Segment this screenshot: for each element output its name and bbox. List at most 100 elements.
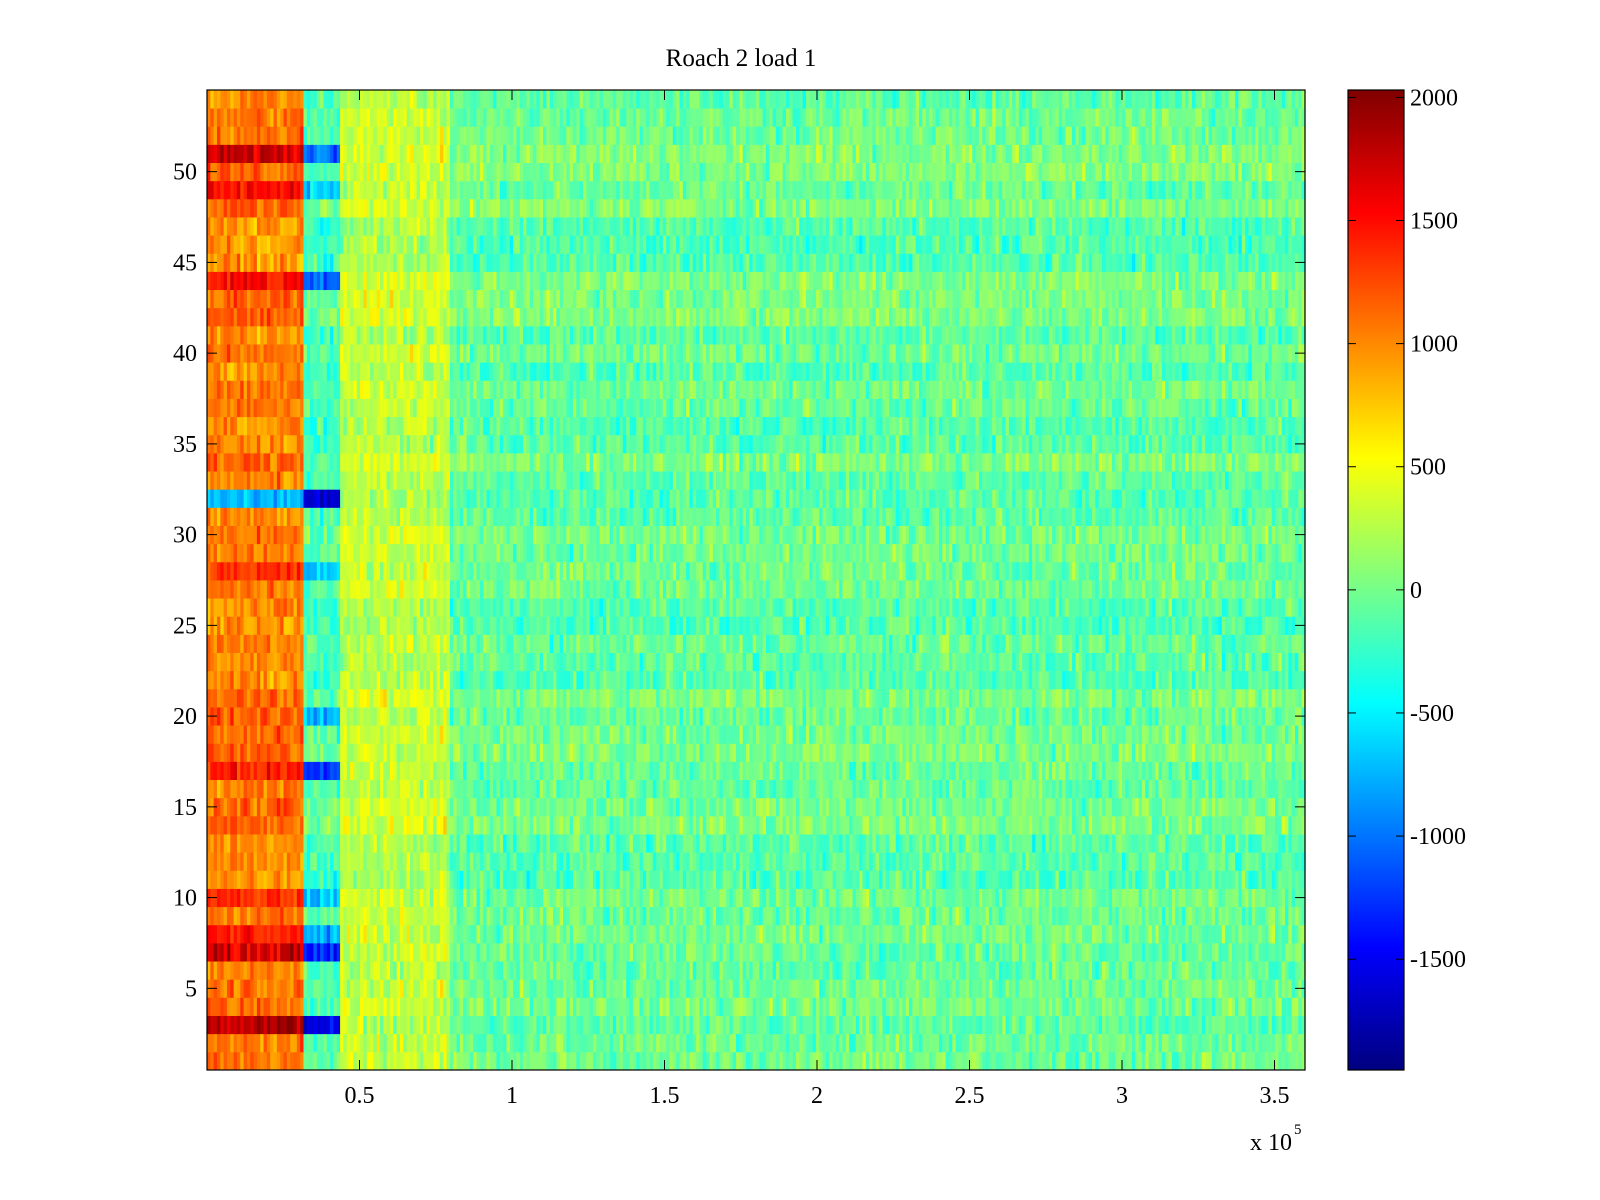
- heatmap-cell: [905, 1051, 910, 1071]
- heatmap-cell: [246, 906, 251, 926]
- heatmap-cell: [1218, 961, 1223, 980]
- heatmap-cell: [686, 961, 691, 980]
- heatmap-cell: [646, 1015, 651, 1035]
- heatmap-cell: [1068, 1033, 1073, 1053]
- heatmap-cell: [1105, 924, 1110, 944]
- heatmap-cell: [1032, 997, 1037, 1016]
- heatmap-cell: [852, 924, 857, 944]
- heatmap-cell: [1015, 997, 1020, 1016]
- heatmap-cell: [1008, 1015, 1013, 1035]
- heatmap-cell: [942, 1051, 947, 1071]
- heatmap-cell: [483, 1033, 488, 1053]
- heatmap-cell: [769, 961, 774, 980]
- heatmap-cell: [479, 1033, 484, 1053]
- heatmap-cell: [230, 906, 235, 926]
- heatmap-cell: [929, 961, 933, 980]
- heatmap-cell: [582, 1051, 587, 1071]
- heatmap-cell: [539, 1015, 544, 1035]
- heatmap-cell: [875, 961, 880, 980]
- heatmap-cell: [1168, 979, 1173, 998]
- heatmap-cell: [250, 924, 255, 944]
- heatmap-cell: [316, 906, 321, 926]
- heatmap-cell: [616, 961, 621, 980]
- heatmap-cell: [370, 924, 374, 944]
- heatmap-cell: [1085, 1015, 1090, 1035]
- heatmap-cell: [223, 1051, 228, 1071]
- heatmap-cell: [526, 1015, 531, 1035]
- heatmap-cell: [1122, 979, 1126, 998]
- heatmap-cell: [403, 961, 408, 980]
- heatmap-cell: [919, 961, 923, 980]
- heatmap-cell: [399, 906, 404, 926]
- heatmap-cell: [426, 924, 431, 944]
- heatmap-cell: [862, 961, 867, 980]
- heatmap-cell: [909, 942, 913, 962]
- heatmap-cell: [805, 906, 810, 926]
- heatmap-cell: [1218, 924, 1223, 944]
- heatmap-cell: [320, 1051, 325, 1071]
- heatmap-cell: [992, 1015, 997, 1035]
- heatmap-cell: [526, 979, 531, 998]
- heatmap-cell: [503, 906, 508, 926]
- heatmap-cell: [1125, 1033, 1130, 1053]
- heatmap-cell: [912, 961, 917, 980]
- heatmap-cell: [629, 961, 634, 980]
- heatmap-cell: [992, 1033, 997, 1053]
- heatmap-cell: [316, 924, 321, 944]
- heatmap-cell: [503, 961, 508, 980]
- heatmap-cell: [955, 924, 960, 944]
- heatmap-cell: [396, 979, 401, 998]
- heatmap-cell: [280, 1033, 285, 1053]
- heatmap-cell: [599, 942, 604, 962]
- heatmap-cell: [699, 942, 704, 962]
- heatmap-cell: [489, 1033, 494, 1053]
- heatmap-cell: [456, 1015, 461, 1035]
- heatmap-cell: [1138, 961, 1143, 980]
- heatmap-cell: [1135, 979, 1140, 998]
- heatmap-cell: [496, 979, 501, 998]
- heatmap-cell: [556, 1051, 561, 1071]
- heatmap-cell: [533, 961, 537, 980]
- heatmap-cell: [1085, 979, 1090, 998]
- heatmap-cell: [326, 942, 331, 962]
- heatmap-cell: [682, 906, 687, 926]
- heatmap-cell: [1211, 1033, 1216, 1053]
- heatmap-cell: [413, 979, 418, 998]
- heatmap-cell: [573, 1051, 577, 1071]
- heatmap-cell: [446, 906, 451, 926]
- heatmap-cell: [1002, 997, 1007, 1016]
- heatmap-cell: [506, 906, 511, 926]
- heatmap-cell: [280, 1051, 285, 1071]
- heatmap-cell: [346, 1051, 351, 1071]
- heatmap-cell: [669, 979, 674, 998]
- heatmap-cell: [1095, 924, 1100, 944]
- heatmap-cell: [1181, 997, 1186, 1016]
- heatmap-cell: [855, 1051, 860, 1071]
- heatmap-cell: [376, 906, 381, 926]
- heatmap-cell: [905, 979, 910, 998]
- heatmap-cell: [476, 924, 481, 944]
- heatmap-cell: [340, 1015, 345, 1035]
- heatmap-cell: [1238, 924, 1243, 944]
- heatmap-cell: [835, 997, 840, 1016]
- heatmap-cell: [965, 979, 970, 998]
- heatmap-cell: [1235, 1015, 1240, 1035]
- heatmap-cell: [366, 961, 371, 980]
- heatmap-cell: [592, 997, 597, 1016]
- heatmap-cell: [523, 1015, 528, 1035]
- heatmap-cell: [539, 961, 544, 980]
- heatmap-cell: [1105, 961, 1110, 980]
- heatmap-cell: [958, 924, 963, 944]
- heatmap-cell: [426, 906, 431, 926]
- heatmap-cell: [256, 997, 261, 1016]
- heatmap-cell: [589, 979, 594, 998]
- heatmap-cell: [519, 1051, 524, 1071]
- heatmap-cell: [602, 1051, 607, 1071]
- heatmap-cell: [922, 924, 927, 944]
- heatmap-cell: [493, 961, 498, 980]
- heatmap-cell: [1255, 942, 1260, 962]
- heatmap-cell: [1035, 997, 1040, 1016]
- heatmap-cell: [466, 961, 471, 980]
- heatmap-cell: [290, 997, 295, 1016]
- heatmap-cell: [686, 924, 691, 944]
